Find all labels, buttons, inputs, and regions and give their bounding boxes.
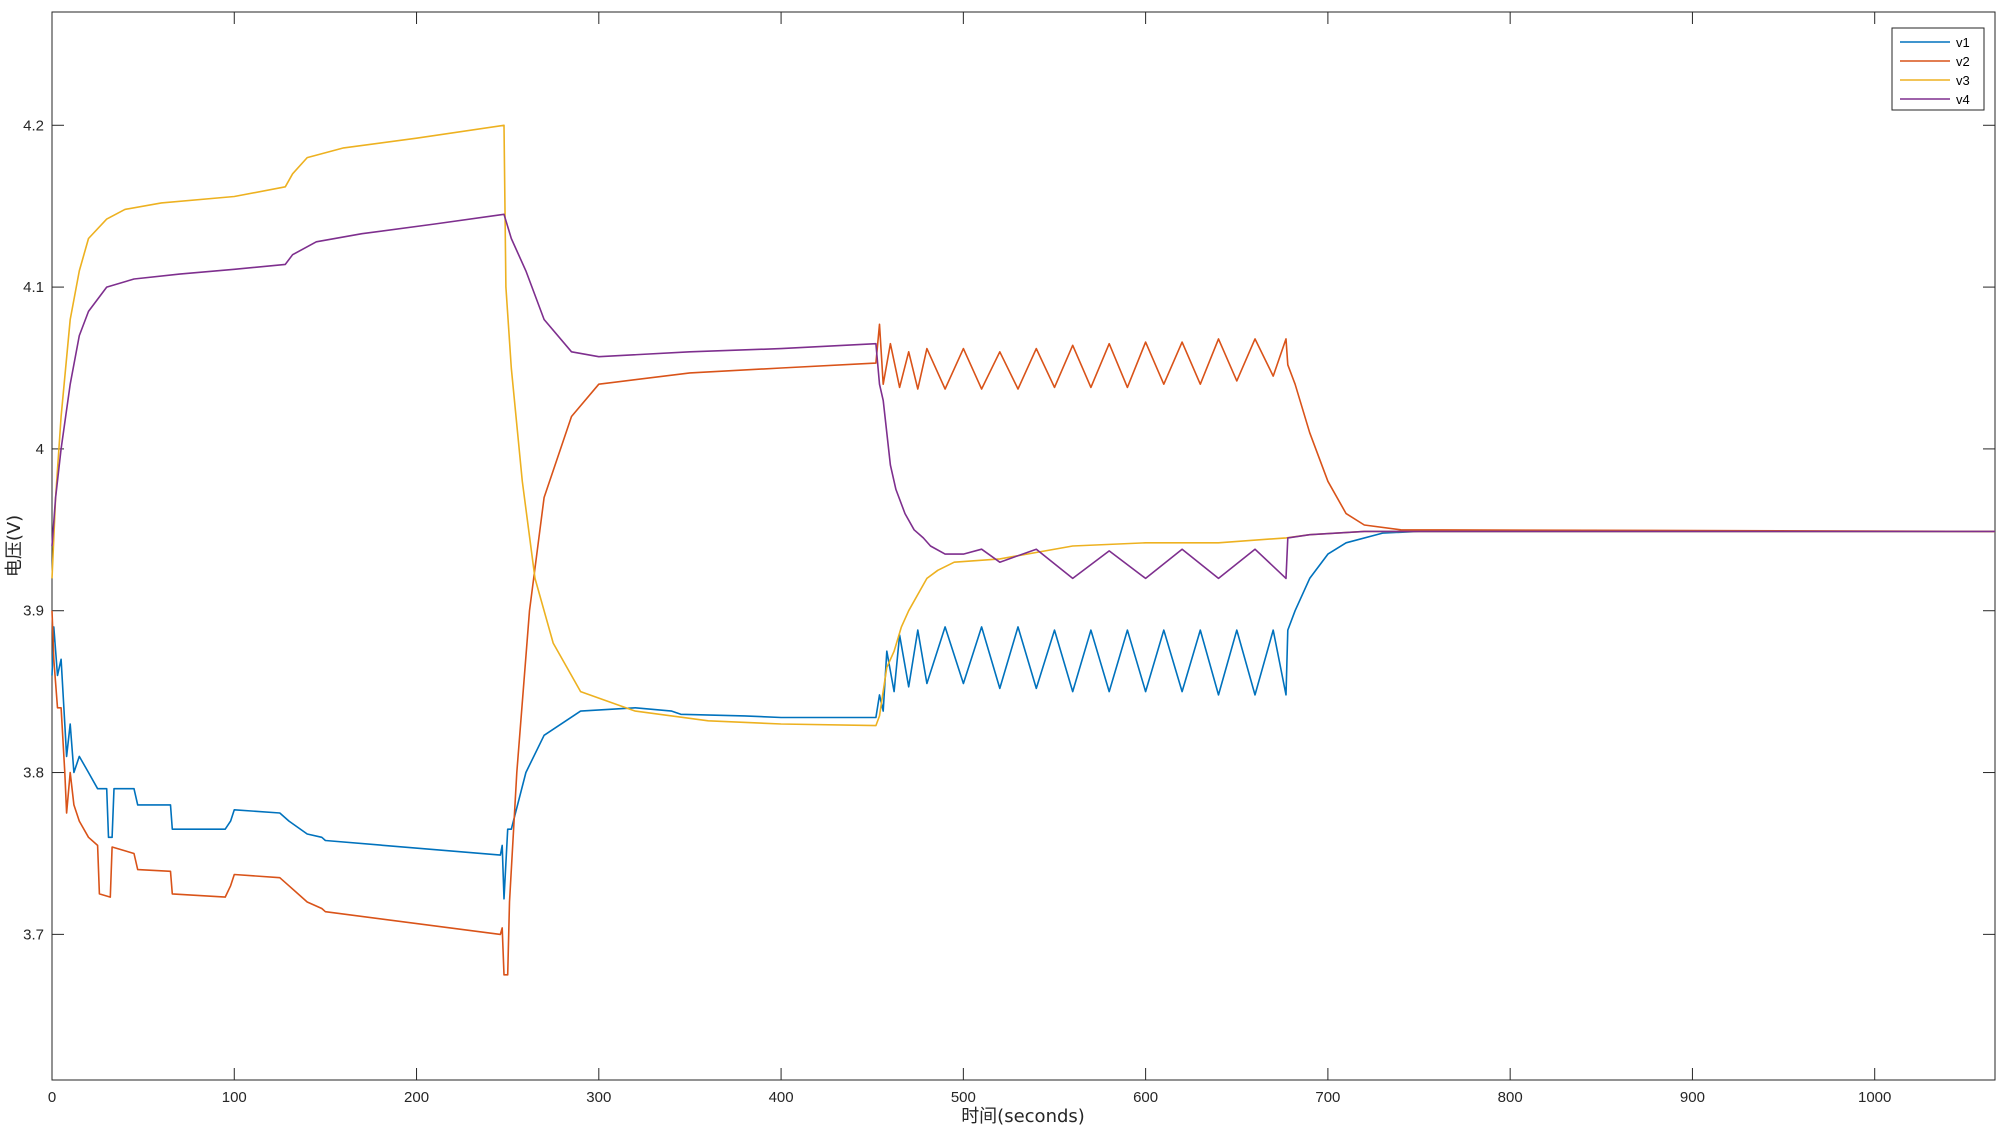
x-tick-label: 400 xyxy=(769,1089,794,1106)
x-tick-label: 100 xyxy=(222,1089,247,1106)
series-line-v1 xyxy=(51,530,1995,900)
legend-label-v2: v2 xyxy=(1956,54,1970,69)
legend-label-v4: v4 xyxy=(1956,92,1970,107)
y-tick-label: 3.8 xyxy=(23,765,44,782)
legend-label-v1: v1 xyxy=(1956,35,1970,50)
series-layer xyxy=(51,124,1996,976)
x-tick-label: 700 xyxy=(1315,1089,1340,1106)
legend-box xyxy=(1891,27,1985,111)
series-line-v2 xyxy=(51,323,1996,976)
series-line-v4 xyxy=(51,213,1995,580)
y-axis-label: 电压(V) xyxy=(4,515,25,577)
x-tick-label: 1000 xyxy=(1858,1089,1891,1106)
y-tick-label: 3.9 xyxy=(23,603,44,620)
legend-label-v3: v3 xyxy=(1956,73,1970,88)
x-tick-label: 300 xyxy=(586,1089,611,1106)
series-line-v3 xyxy=(51,124,1995,727)
legend: v1 v2 v3 v4 xyxy=(1891,27,1985,111)
y-axis: 3.7 3.8 3.9 4 4.1 4.2 xyxy=(23,117,1995,943)
x-axis-label: 时间(seconds) xyxy=(961,1106,1085,1127)
x-tick-label: 200 xyxy=(404,1089,429,1106)
x-tick-label: 900 xyxy=(1680,1089,1705,1106)
y-tick-label: 3.7 xyxy=(23,926,44,943)
y-tick-label: 4 xyxy=(36,441,44,458)
x-axis: 0 100 200 300 400 500 600 700 800 900 1000 xyxy=(48,12,1891,1106)
x-tick-label: 600 xyxy=(1133,1089,1158,1106)
x-tick-label: 800 xyxy=(1498,1089,1523,1106)
plot-area xyxy=(51,11,1996,1081)
y-tick-label: 4.1 xyxy=(23,279,44,296)
y-tick-label: 4.2 xyxy=(23,117,44,134)
x-tick-label: 500 xyxy=(951,1089,976,1106)
x-tick-label: 0 xyxy=(48,1089,56,1106)
